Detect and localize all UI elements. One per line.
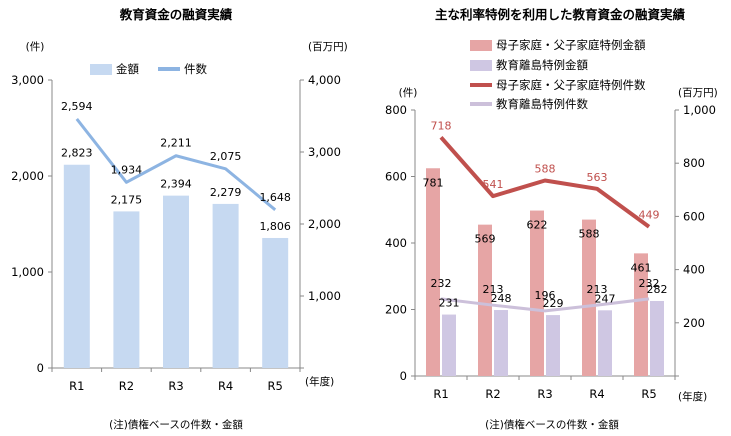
chart-1-bar-金額 [63,164,90,368]
chart-1-left-tick-label: 2,000 [11,169,44,183]
chart-2-left-tick-label: 600 [385,170,407,184]
chart-1-left-tick-label: 1,000 [11,265,44,279]
chart-1-right-tick-label: 3,000 [308,145,341,159]
chart-2-legend-swatch [470,40,492,51]
chart-1-left-tick-label: 0 [37,361,44,375]
chart-1-line-label: 1,934 [111,163,143,176]
chart-2-title: 主な利率特例を利用した教育資金の融資実績 [435,7,686,22]
chart-1-line-label: 2,211 [160,137,192,150]
chart-2-left-tick-label: 800 [385,103,407,117]
chart-2-left-tick-label: 400 [385,236,407,250]
chart-1-right-tick-label: 4,000 [308,73,341,87]
chart-2-x-unit: (年度) [678,390,707,403]
chart-2-line-label: 213 [587,283,608,296]
chart-2-line-母子家庭・父子家庭特例件数 [439,135,651,229]
chart-2-x-tick-label: R2 [485,387,500,401]
chart-1-right-unit: (百万円) [308,41,348,53]
chart-1-x-tick-label: R4 [218,379,233,393]
chart-2-bar-label: 247 [595,292,616,305]
chart-2-line-label: 213 [483,283,504,296]
chart-1-line-label: 2,594 [61,100,93,113]
chart-2-left-tick-label: 200 [385,303,407,317]
chart-2-bar-label: 231 [439,297,460,310]
chart-2-bar-教育離島特例金額 [546,315,560,376]
chart-2-bar-label: 569 [475,233,496,246]
chart-2-bar-教育離島特例金額 [494,310,508,376]
chart-2-bar-label: 622 [527,219,548,232]
chart-1-x-tick-label: R5 [268,379,283,393]
chart-2-legend-label: 教育離島特例金額 [496,58,588,72]
chart-1-bar-label: 1,806 [259,220,291,233]
chart-2-bar-label: 588 [579,228,600,241]
chart-1-line-件数 [75,118,277,211]
chart-2-right-tick-label: 800 [683,156,705,170]
chart-2-x-tick-label: R4 [589,387,604,401]
chart-2-bar-教育離島特例金額 [442,314,456,376]
chart-1-bar-金額 [163,195,189,368]
chart-1-line-label: 1,648 [259,191,291,204]
chart-2-bar-label: 461 [631,261,652,274]
chart-2-legend-label: 母子家庭・父子家庭特例金額 [496,38,646,52]
chart-2-line-label: 541 [483,178,504,191]
chart-1-bar-金額 [113,211,140,368]
chart-2-line-label: 588 [535,162,556,175]
chart-1-bar-label: 2,823 [61,147,93,160]
chart-1-bar-label: 2,394 [160,178,192,191]
chart-2-right-tick-label: 200 [683,316,705,330]
chart-2-legend-label: 母子家庭・父子家庭特例件数 [496,78,646,92]
chart-2-line-教育離島特例件数 [440,297,650,313]
chart-2-bar-教育離島特例金額 [598,310,612,376]
chart-2-bar-母子家庭・父子家庭特例金額 [634,253,648,376]
chart-1-x-unit: (年度) [305,375,334,388]
chart-1-note: (注)債権ベースの件数・金額 [109,418,243,431]
chart-2-legend-label: 教育離島特例件数 [496,97,588,111]
chart-2-line-label: 232 [431,277,452,290]
chart-2-x-tick-label: R1 [433,387,448,401]
chart-2-right-tick-label: 400 [683,263,705,277]
chart-2-note: (注)債権ベースの件数・金額 [485,418,619,431]
chart-1-bar-金額 [212,203,239,368]
chart-2-right-tick-label: 600 [683,209,705,223]
chart-1-left-unit: (件) [26,41,45,53]
chart-2-left-unit: (件) [399,87,418,99]
chart-2-bar-label: 248 [491,292,512,305]
chart-2-bar-label: 282 [647,283,668,296]
chart-2-bar-母子家庭・父子家庭特例金額 [478,224,492,376]
chart-2-line-label: 232 [639,277,660,290]
chart-1-bar-金額 [262,237,289,368]
chart-1-title: 教育資金の融資実績 [119,7,233,22]
chart-2-bar-label: 781 [423,176,444,189]
chart-1-x-tick-label: R1 [69,379,84,393]
chart-2-bar-母子家庭・父子家庭特例金額 [582,219,596,376]
chart-1-legend-label: 金額 [116,62,139,76]
chart-1-x-tick-label: R3 [168,379,183,393]
chart-1-right-tick-label: 2,000 [308,217,341,231]
chart-1-x-tick-label: R2 [119,379,134,393]
chart-1-legend-swatch [90,64,112,75]
chart-1-right-tick-label: 1,000 [308,289,341,303]
chart-2-right-unit: (百万円) [678,87,718,99]
chart-2-line-label: 563 [587,171,608,184]
chart-2-right-tick-label: 1,000 [683,103,716,117]
chart-2-line-label: 449 [639,209,660,222]
chart-1-line-label: 2,075 [210,150,242,163]
chart-1-left-tick-label: 3,000 [11,73,44,87]
chart-2-line-label: 718 [431,119,452,132]
chart-2-bar-母子家庭・父子家庭特例金額 [426,168,440,376]
chart-2-x-tick-label: R5 [641,387,656,401]
chart-2-left-tick-label: 0 [400,369,407,383]
chart-2-bar-label: 229 [543,297,564,310]
chart-2-x-tick-label: R3 [537,387,552,401]
chart-2-line-label: 196 [535,289,556,302]
chart-2-legend-swatch [470,60,492,71]
chart-2-bar-教育離島特例金額 [650,300,664,376]
chart-1-legend-label: 件数 [184,62,207,76]
chart-2-bar-母子家庭・父子家庭特例金額 [530,210,544,376]
chart-1-bar-label: 2,175 [111,193,143,206]
chart-1-bar-label: 2,279 [210,186,242,199]
